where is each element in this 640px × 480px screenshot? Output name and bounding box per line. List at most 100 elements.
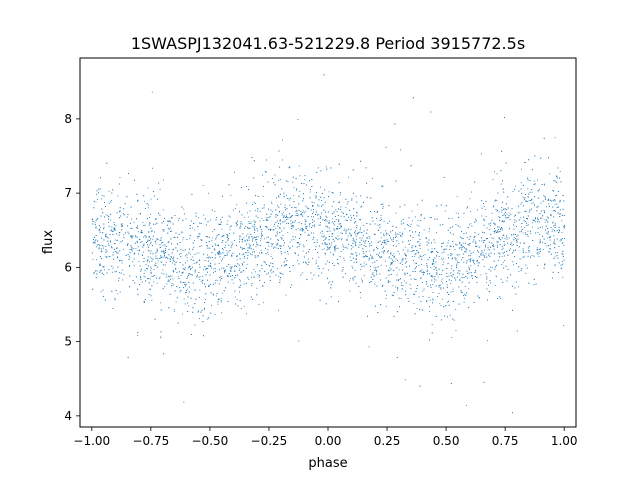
scatter-point <box>435 267 437 269</box>
scatter-point <box>317 268 319 270</box>
scatter-point <box>218 283 220 285</box>
scatter-point <box>458 303 460 305</box>
scatter-point <box>450 272 452 274</box>
scatter-point <box>154 318 156 320</box>
scatter-point <box>229 216 231 218</box>
scatter-point <box>383 250 385 252</box>
scatter-point <box>548 157 550 159</box>
scatter-point <box>151 258 153 260</box>
scatter-point <box>363 253 365 254</box>
scatter-point <box>135 227 137 229</box>
scatter-point <box>185 292 187 294</box>
scatter-point <box>234 208 236 209</box>
scatter-point <box>279 223 281 225</box>
scatter-point <box>335 237 337 239</box>
scatter-point <box>96 273 98 275</box>
scatter-point <box>110 200 112 201</box>
scatter-point <box>226 236 228 238</box>
scatter-point <box>552 228 554 230</box>
scatter-point <box>401 223 403 225</box>
scatter-point <box>229 266 231 268</box>
scatter-point <box>254 228 255 230</box>
scatter-point <box>180 248 182 250</box>
scatter-point <box>459 273 461 275</box>
scatter-point <box>456 263 458 265</box>
scatter-point <box>490 252 492 254</box>
scatter-point <box>439 274 441 275</box>
scatter-point <box>417 251 419 253</box>
scatter-point <box>203 214 205 216</box>
scatter-point <box>448 275 450 277</box>
scatter-point <box>418 241 420 242</box>
scatter-point <box>163 273 165 275</box>
scatter-point <box>412 97 414 99</box>
scatter-point <box>175 261 177 263</box>
scatter-point <box>196 276 198 278</box>
scatter-point <box>547 231 549 233</box>
scatter-point <box>263 261 265 263</box>
scatter-point <box>214 270 216 272</box>
scatter-point <box>465 294 467 296</box>
scatter-point <box>405 255 407 257</box>
scatter-point <box>119 207 121 209</box>
scatter-point <box>260 226 262 228</box>
scatter-point <box>269 280 271 281</box>
scatter-point <box>476 276 478 278</box>
scatter-point <box>270 242 272 244</box>
scatter-point <box>119 177 121 178</box>
scatter-point <box>434 276 436 277</box>
scatter-point <box>441 245 442 247</box>
scatter-point <box>415 279 417 280</box>
scatter-point <box>151 275 153 277</box>
scatter-point <box>255 246 257 248</box>
scatter-point <box>100 177 101 179</box>
scatter-point <box>103 228 105 230</box>
scatter-point <box>359 237 361 239</box>
scatter-point <box>354 218 356 220</box>
scatter-point <box>355 235 357 237</box>
scatter-point <box>501 209 503 211</box>
scatter-point <box>164 217 165 219</box>
scatter-point <box>266 171 267 173</box>
scatter-point <box>354 269 356 271</box>
scatter-point <box>334 221 336 223</box>
scatter-point <box>123 248 124 250</box>
scatter-point <box>376 211 378 213</box>
scatter-point <box>264 238 266 240</box>
scatter-point <box>192 282 194 284</box>
scatter-point <box>144 269 146 271</box>
scatter-point <box>452 226 454 228</box>
scatter-point <box>399 253 400 255</box>
scatter-point <box>292 181 294 183</box>
scatter-point <box>224 272 226 274</box>
scatter-point <box>261 232 263 234</box>
scatter-point <box>475 271 477 273</box>
scatter-point <box>447 229 449 231</box>
scatter-point <box>101 257 102 259</box>
scatter-point <box>539 213 541 214</box>
scatter-point <box>248 279 250 280</box>
scatter-point <box>532 202 534 204</box>
scatter-point <box>494 171 495 173</box>
scatter-point <box>278 195 280 197</box>
scatter-point <box>239 279 241 281</box>
scatter-point <box>291 224 293 226</box>
scatter-point <box>451 253 453 255</box>
scatter-point <box>510 214 512 215</box>
scatter-point <box>282 139 284 141</box>
scatter-point <box>540 217 542 219</box>
scatter-point <box>436 250 438 252</box>
scatter-point <box>152 238 154 240</box>
scatter-point <box>285 294 287 296</box>
scatter-point <box>258 303 260 305</box>
scatter-point <box>189 235 191 237</box>
scatter-point <box>499 253 501 255</box>
scatter-point <box>359 242 361 243</box>
scatter-point <box>501 229 503 231</box>
scatter-point <box>414 268 416 270</box>
scatter-point <box>244 255 246 257</box>
scatter-point <box>533 184 535 186</box>
scatter-point <box>160 261 162 263</box>
scatter-point <box>181 231 183 233</box>
scatter-point <box>304 223 306 225</box>
